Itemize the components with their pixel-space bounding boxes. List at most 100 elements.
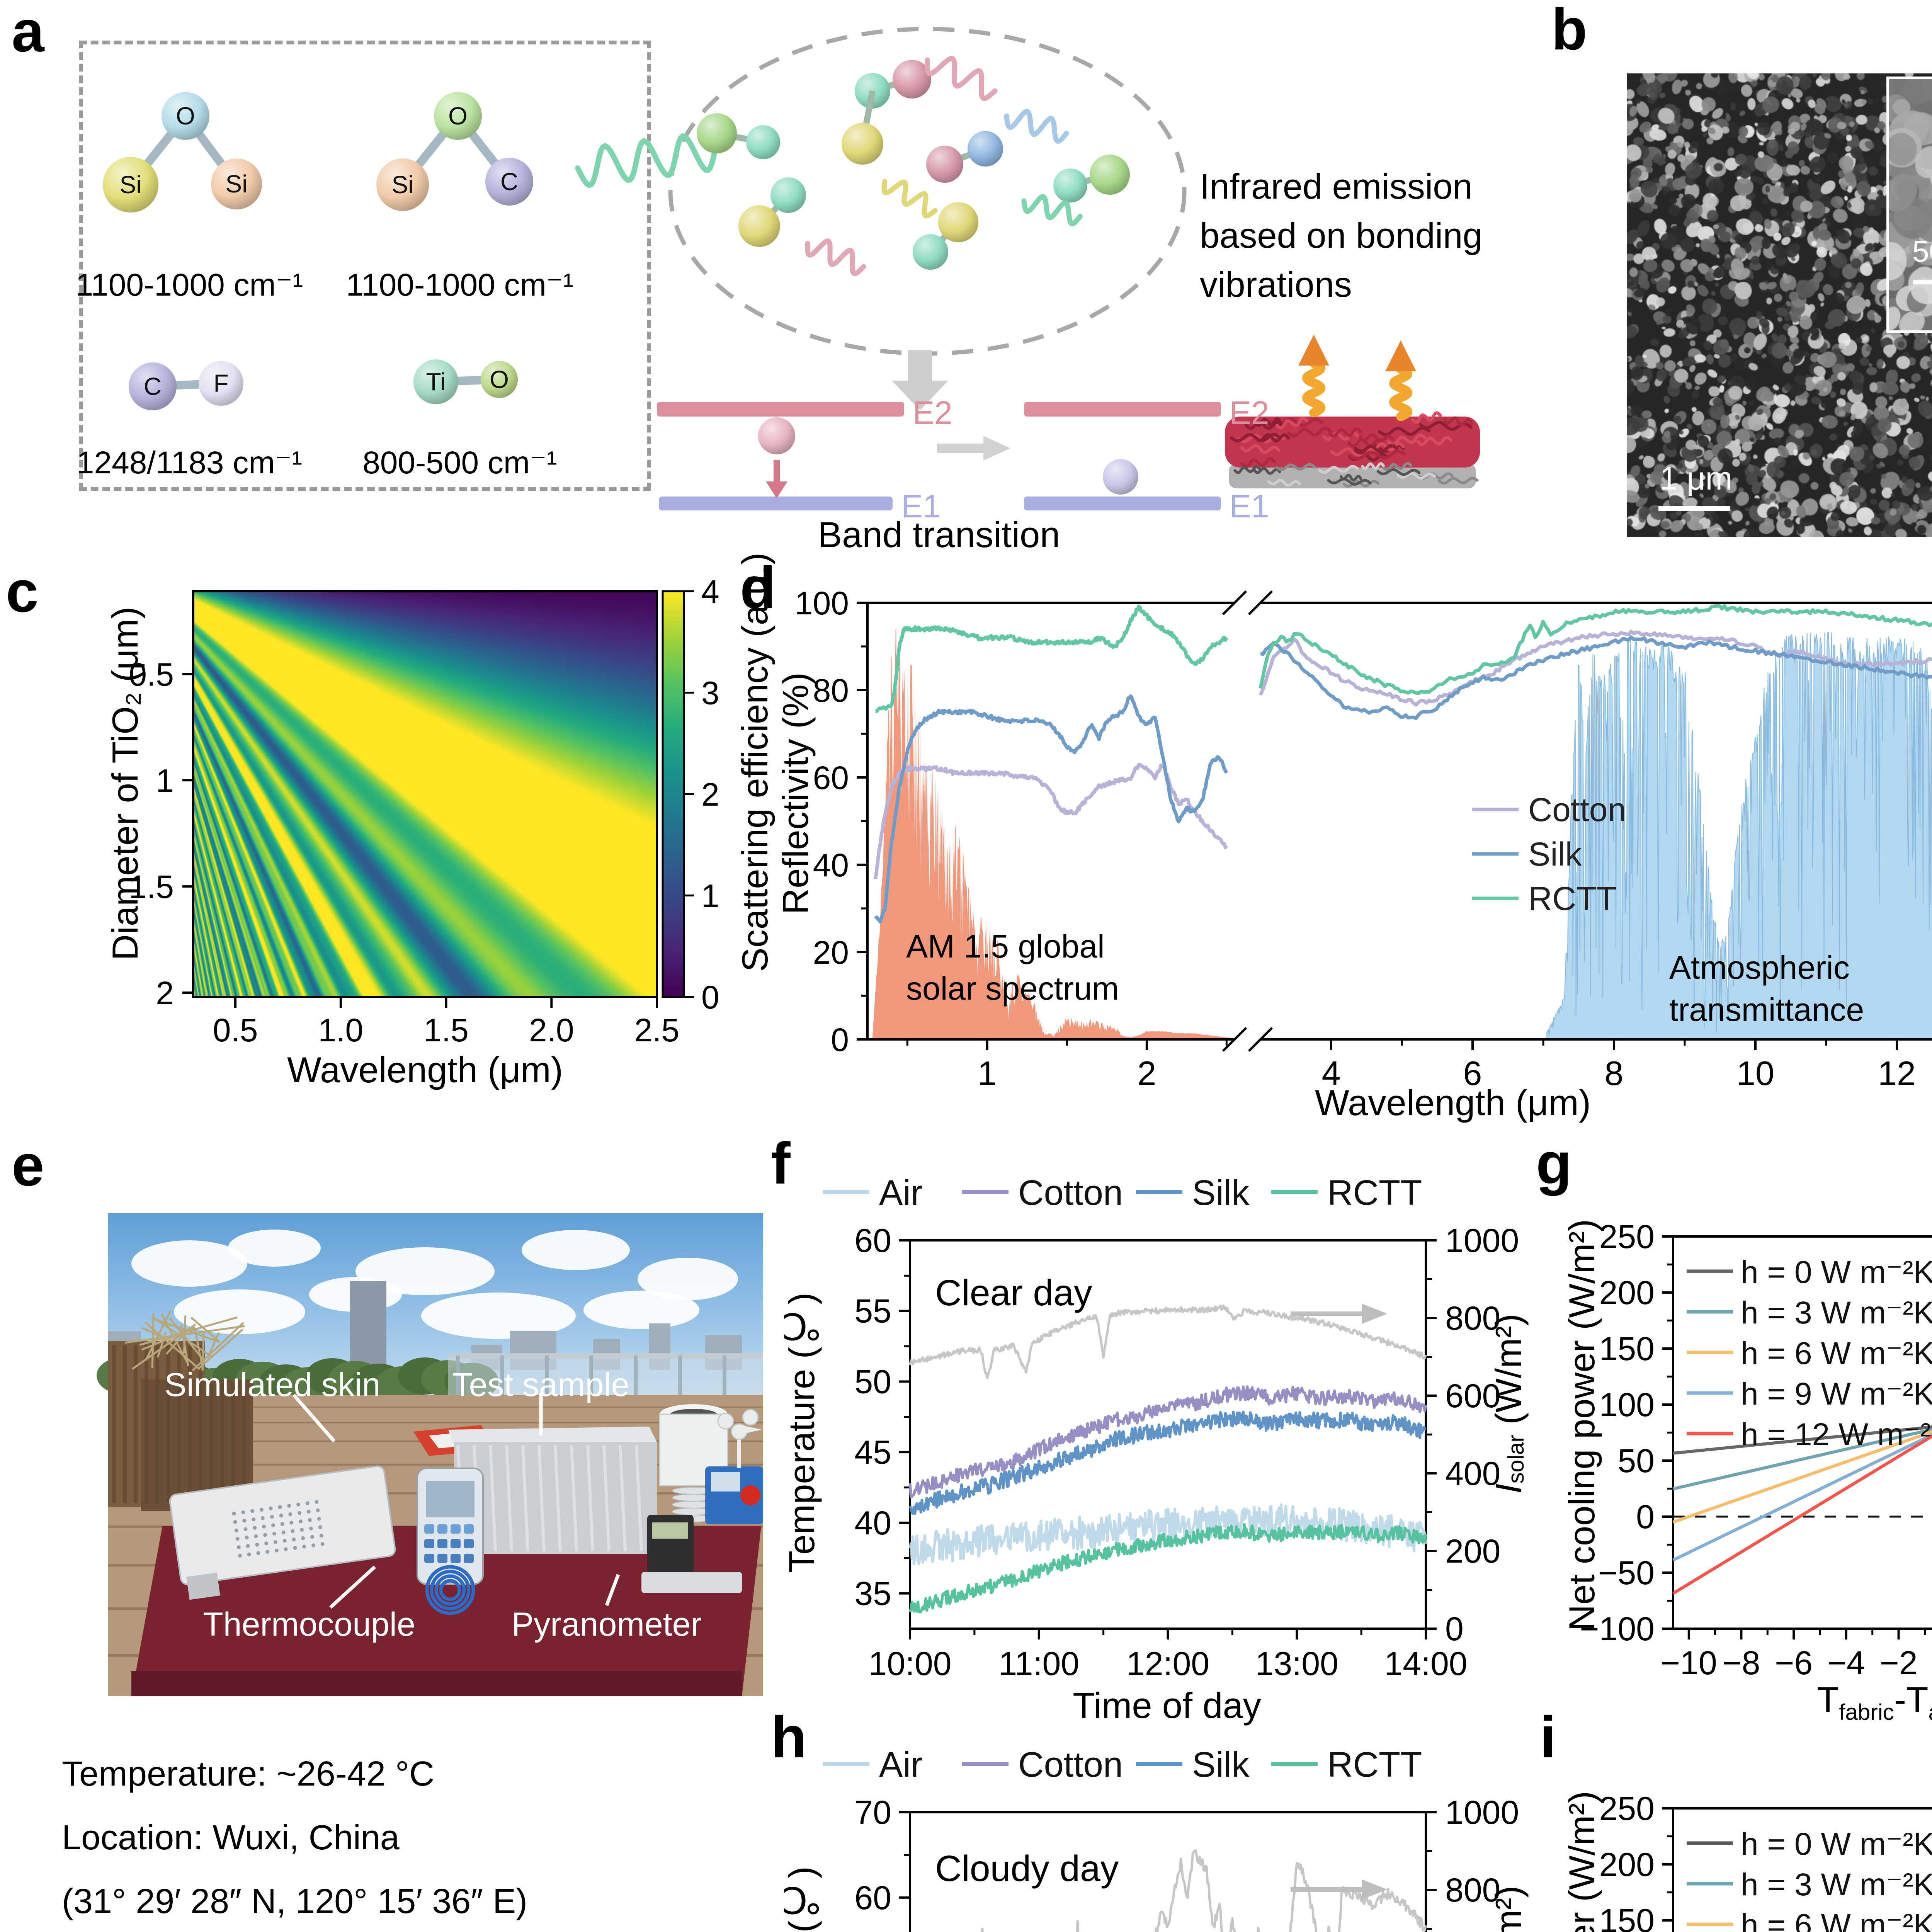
legend-label-rctt: RCTT xyxy=(1327,1173,1422,1213)
wave-squiggle xyxy=(1387,434,1427,446)
wave-squiggle xyxy=(1382,462,1412,471)
legend-label-h2: h = 6 W m⁻²K⁻¹ xyxy=(1741,1336,1932,1371)
vent-dot xyxy=(232,1512,236,1516)
atom-O xyxy=(162,92,209,140)
planter-slat xyxy=(209,1383,213,1507)
e2-level-label-left: E2 xyxy=(913,395,952,431)
wave-squiggle xyxy=(1267,479,1301,487)
dry-plant xyxy=(207,1332,220,1358)
solar-tick-label: 0 xyxy=(1445,1611,1464,1648)
panel-d-plot: 00202040406060808010010012468101214Cotto… xyxy=(795,585,1932,1092)
railing-post xyxy=(678,1355,682,1417)
wave-squiggle xyxy=(575,133,718,189)
vent-dot xyxy=(296,1502,300,1507)
electron-sphere xyxy=(758,417,795,454)
vent-dot xyxy=(279,1514,283,1518)
atom-sphere xyxy=(893,60,931,99)
solar-axis-arrow-icon xyxy=(1362,1304,1387,1324)
legend-label-silk: Silk xyxy=(1528,836,1582,873)
cooling-line-12 xyxy=(1672,1434,1932,1595)
solar-spectrum-annotation: AM 1.5 global solar spectrum xyxy=(906,928,1119,1007)
atom-Si xyxy=(103,157,158,213)
cloud xyxy=(638,1258,738,1300)
legend-label-h4: h = 12 W m⁻²K⁻¹ xyxy=(1741,1417,1932,1452)
atom-Ti xyxy=(413,359,458,404)
deck-plank-line xyxy=(108,1464,763,1466)
vent-dot xyxy=(288,1512,293,1516)
legend-label-h1: h = 3 W m⁻²K⁻¹ xyxy=(1741,1295,1932,1330)
wave-squiggle xyxy=(1378,426,1430,437)
t-amb-symbol: -T xyxy=(1894,1679,1929,1720)
cloud xyxy=(228,1230,321,1267)
planter-slat xyxy=(134,1345,138,1503)
atmospheric-transmittance-fill xyxy=(1546,632,1932,1040)
meter-button xyxy=(464,1539,474,1548)
c-x-tick-label: 0.5 xyxy=(213,1012,258,1048)
vent-dot xyxy=(284,1547,288,1551)
temp-tick-label: 60 xyxy=(854,1222,891,1259)
atom-C xyxy=(129,362,177,410)
tdiff-tick-label: −2 xyxy=(1880,1645,1918,1682)
vent-dot xyxy=(270,1515,274,1519)
frame-right-seg xyxy=(1260,602,1932,1041)
g-y-axis-title: Net cooling power (W/m²) xyxy=(1561,1219,1602,1631)
wave-squiggle xyxy=(1353,444,1398,455)
d-x-tick-label: 10 xyxy=(1736,1054,1774,1092)
railing-post xyxy=(456,1355,460,1417)
series-silk xyxy=(908,1410,1427,1515)
meter-button xyxy=(451,1539,461,1548)
wave-squiggle xyxy=(1302,359,1326,417)
spectrum-rctt xyxy=(875,604,1228,713)
spectrum-rctt xyxy=(1259,604,1932,695)
foil-streak xyxy=(635,1445,643,1552)
cloud xyxy=(174,1289,305,1334)
anemometer-tail xyxy=(741,1425,762,1434)
vent-dot xyxy=(318,1525,322,1529)
solar-axis-arrow-icon xyxy=(1362,1879,1387,1900)
infrared-emission-text: Infrared emission based on bonding vibra… xyxy=(1200,167,1483,304)
legend-label-silk: Silk xyxy=(1192,1173,1250,1213)
solar-tick-label: 800 xyxy=(1445,1300,1501,1337)
atom-sphere xyxy=(738,205,780,247)
cbar-tick-label: 1 xyxy=(701,878,719,914)
vent-dot xyxy=(278,1505,282,1509)
power-tick-label: −100 xyxy=(1580,1611,1655,1648)
vent-dot xyxy=(302,1544,306,1549)
dry-plant xyxy=(190,1316,219,1342)
d-x-tick-label: 1 xyxy=(978,1054,997,1092)
info-location: Location: Wuxi, China xyxy=(62,1818,400,1857)
deck-plank-line xyxy=(108,1406,763,1408)
power-tick-label: 250 xyxy=(1599,1218,1655,1255)
cloud xyxy=(421,1293,576,1339)
vent-dot xyxy=(319,1534,323,1538)
f-title: Clear day xyxy=(935,1272,1092,1313)
inset-scale-bar xyxy=(1913,280,1932,284)
cbar-tick-label: 0 xyxy=(701,979,719,1015)
atom-symbol: Ti xyxy=(426,368,446,396)
vent-dot xyxy=(311,1543,316,1548)
c-x-tick-label: 2.5 xyxy=(634,1012,680,1048)
vent-dot xyxy=(300,1528,304,1532)
i-y-axis-title: Net cooling power (W/m²) xyxy=(1561,1791,1603,1932)
panel-label-i: i xyxy=(1540,1704,1556,1770)
foil-streak xyxy=(586,1445,594,1552)
atom-symbol: Si xyxy=(392,171,414,199)
temp-tick-label: 40 xyxy=(854,1505,891,1542)
atom-C xyxy=(485,158,533,206)
panel-label-a: a xyxy=(12,0,44,64)
c-x-tick-label: 2.0 xyxy=(529,1012,574,1048)
vent-dot xyxy=(254,1534,258,1538)
tdiff-tick-label: −4 xyxy=(1827,1645,1865,1682)
railing-post xyxy=(545,1355,549,1417)
solar-tick-label: 600 xyxy=(1445,1378,1501,1415)
d-x-tick-label: 12 xyxy=(1878,1054,1916,1092)
meter-button xyxy=(424,1554,434,1563)
red-button xyxy=(740,1485,760,1505)
series-air xyxy=(908,1503,1427,1565)
wave-squiggle xyxy=(881,179,938,219)
wave-squiggle xyxy=(1376,468,1420,476)
c-y-axis-title: Diameter of TiO₂ (μm) xyxy=(105,607,145,961)
foil-streak xyxy=(505,1445,513,1552)
railing-post xyxy=(500,1355,504,1417)
panel-label-b: b xyxy=(1551,0,1587,62)
